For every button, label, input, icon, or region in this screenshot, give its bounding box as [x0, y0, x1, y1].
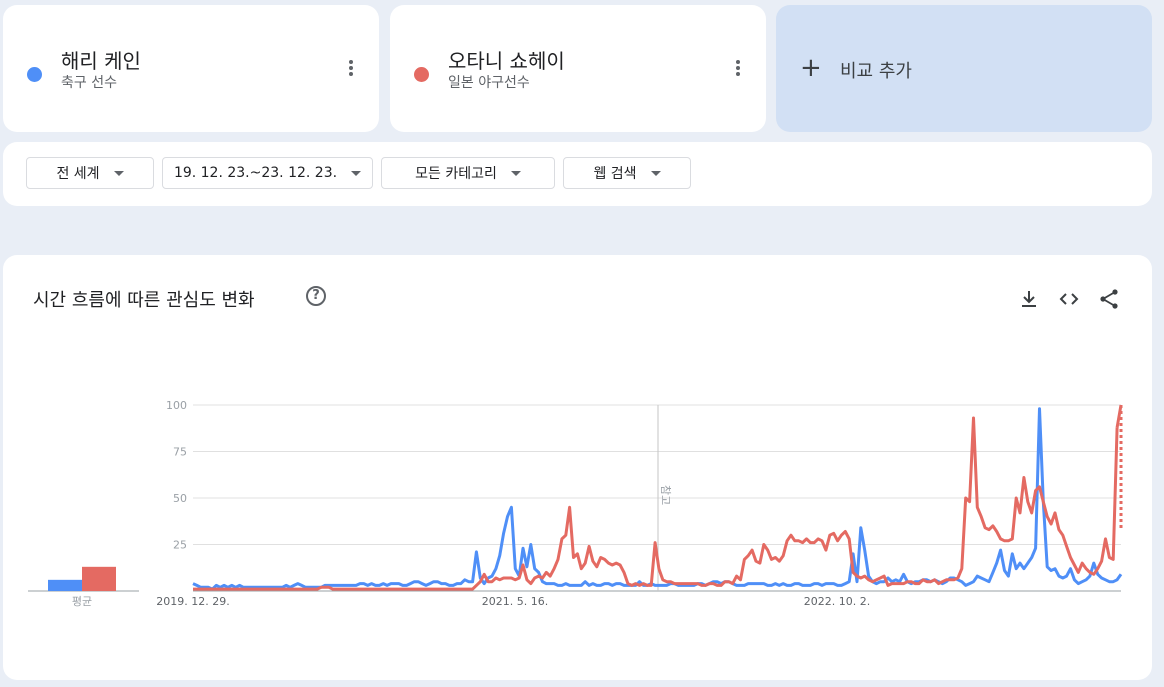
y-tick-label: 75 [173, 446, 187, 459]
term-card-2[interactable]: 오타니 쇼헤이 일본 야구선수 [390, 5, 766, 132]
term-1-name: 해리 케인 [61, 49, 141, 73]
dropdown-arrow-icon [351, 170, 362, 176]
term-1-color-dot [27, 67, 42, 82]
trend-chart: 100 75 50 25 참고 2019. 12. 29. 2021. 5. 16. 2022… [28, 399, 1123, 608]
average-bar [82, 566, 116, 591]
term-1-subtitle: 축구 선수 [61, 75, 117, 91]
term-2-subtitle: 일본 야구선수 [448, 75, 530, 91]
y-tick-label: 25 [173, 539, 187, 552]
more-vert-icon[interactable] [730, 58, 746, 82]
dropdown-arrow-icon [113, 170, 124, 176]
search-type-dropdown[interactable]: 웹 검색 [563, 157, 691, 189]
filter-bar: 전 세계 19. 12. 23.~23. 12. 23. 모든 카테고리 웹 검… [3, 142, 1152, 206]
plus-icon: + [800, 53, 822, 83]
help-icon[interactable]: ? [306, 286, 326, 306]
y-tick-label: 50 [173, 492, 187, 505]
average-label: 평균 [72, 595, 92, 608]
interest-over-time-card: 시간 흐름에 따른 관심도 변화 ? 100 75 50 25 참고 2019. 12. … [3, 255, 1152, 680]
category-dropdown[interactable]: 모든 카테고리 [381, 157, 555, 189]
x-tick-label: 2022. 10. 2. [804, 595, 870, 608]
term-2-color-dot [414, 67, 429, 82]
share-icon[interactable] [1097, 287, 1121, 311]
annotation-label: 참고 [659, 485, 672, 505]
region-label: 전 세계 [56, 166, 100, 182]
embed-icon[interactable] [1057, 287, 1081, 311]
add-compare-label: 비교 추가 [840, 61, 912, 82]
more-vert-icon[interactable] [343, 58, 359, 82]
term-card-1[interactable]: 해리 케인 축구 선수 [3, 5, 379, 132]
category-label: 모든 카테고리 [415, 166, 497, 182]
series-line-partial [1115, 404, 1123, 428]
dropdown-arrow-icon [510, 170, 521, 176]
y-tick-label: 100 [166, 399, 187, 412]
search-type-label: 웹 검색 [593, 166, 637, 182]
dropdown-arrow-icon [650, 170, 661, 176]
term-2-name: 오타니 쇼헤이 [448, 49, 565, 73]
region-dropdown[interactable]: 전 세계 [26, 157, 154, 189]
add-compare-button[interactable]: + 비교 추가 [776, 5, 1152, 132]
chart-title: 시간 흐름에 따른 관심도 변화 [33, 290, 255, 311]
date-range-dropdown[interactable]: 19. 12. 23.~23. 12. 23. [162, 157, 373, 189]
series-line-1 [192, 407, 1123, 591]
download-icon[interactable] [1017, 287, 1041, 311]
x-tick-label: 2021. 5. 16. [482, 595, 548, 608]
average-bar [48, 579, 82, 591]
x-tick-label: 2019. 12. 29. [156, 595, 229, 608]
date-range-label: 19. 12. 23.~23. 12. 23. [173, 165, 338, 181]
series-line-2 [193, 416, 1119, 591]
